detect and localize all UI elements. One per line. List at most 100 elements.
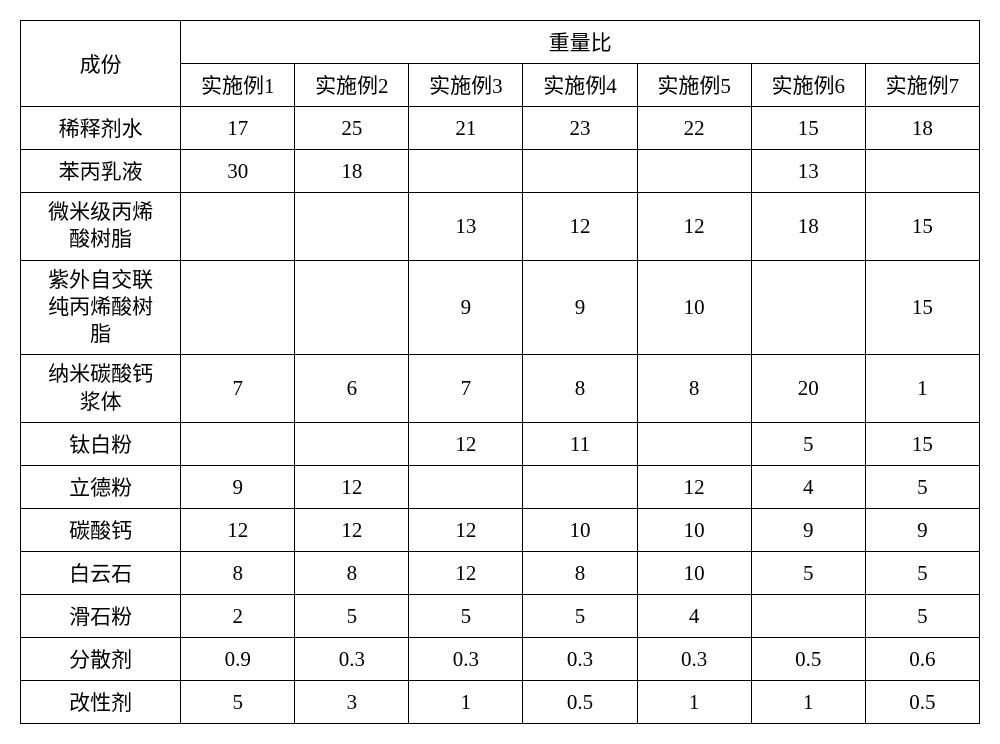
- header-component: 成份: [21, 21, 181, 107]
- cell-value: 12: [409, 423, 523, 466]
- cell-value: [181, 423, 295, 466]
- row-label: 立德粉: [21, 466, 181, 509]
- cell-value: 5: [865, 466, 979, 509]
- row-label: 钛白粉: [21, 423, 181, 466]
- table-row: 滑石粉255545: [21, 595, 980, 638]
- row-label: 微米级丙烯酸树脂: [21, 193, 181, 261]
- cell-value: 5: [523, 595, 637, 638]
- cell-value: [409, 150, 523, 193]
- cell-value: 8: [523, 552, 637, 595]
- cell-value: 12: [523, 193, 637, 261]
- cell-value: 1: [751, 681, 865, 724]
- table-row: 微米级丙烯酸树脂1312121815: [21, 193, 980, 261]
- col-header-1: 实施例1: [181, 64, 295, 107]
- cell-value: [523, 150, 637, 193]
- cell-value: 13: [751, 150, 865, 193]
- table-row: 紫外自交联纯丙烯酸树脂991015: [21, 260, 980, 355]
- cell-value: [637, 150, 751, 193]
- row-label: 紫外自交联纯丙烯酸树脂: [21, 260, 181, 355]
- cell-value: 12: [637, 466, 751, 509]
- cell-value: [295, 423, 409, 466]
- cell-value: 22: [637, 107, 751, 150]
- cell-value: 0.3: [637, 638, 751, 681]
- cell-value: 5: [295, 595, 409, 638]
- cell-value: 5: [181, 681, 295, 724]
- cell-value: 8: [295, 552, 409, 595]
- cell-value: 9: [523, 260, 637, 355]
- cell-value: 0.3: [295, 638, 409, 681]
- cell-value: 9: [865, 509, 979, 552]
- cell-value: 0.5: [523, 681, 637, 724]
- cell-value: 5: [865, 595, 979, 638]
- cell-value: 12: [295, 466, 409, 509]
- row-label: 白云石: [21, 552, 181, 595]
- table-row: 钛白粉1211515: [21, 423, 980, 466]
- table-row: 改性剂5310.5110.5: [21, 681, 980, 724]
- cell-value: [181, 260, 295, 355]
- cell-value: 20: [751, 355, 865, 423]
- cell-value: 25: [295, 107, 409, 150]
- cell-value: 6: [295, 355, 409, 423]
- cell-value: 15: [751, 107, 865, 150]
- table-body: 稀释剂水17252123221518苯丙乳液301813微米级丙烯酸树脂1312…: [21, 107, 980, 724]
- cell-value: [751, 595, 865, 638]
- cell-value: [637, 423, 751, 466]
- row-label: 分散剂: [21, 638, 181, 681]
- cell-value: [181, 193, 295, 261]
- cell-value: 21: [409, 107, 523, 150]
- cell-value: 12: [637, 193, 751, 261]
- table-row: 苯丙乳液3018 13: [21, 150, 980, 193]
- cell-value: 2: [181, 595, 295, 638]
- row-label: 碳酸钙: [21, 509, 181, 552]
- row-label: 苯丙乳液: [21, 150, 181, 193]
- header-row-1: 成份 重量比: [21, 21, 980, 64]
- cell-value: 0.5: [865, 681, 979, 724]
- cell-value: [751, 260, 865, 355]
- cell-value: 30: [181, 150, 295, 193]
- header-group: 重量比: [181, 21, 980, 64]
- cell-value: 9: [751, 509, 865, 552]
- row-label: 改性剂: [21, 681, 181, 724]
- cell-value: 5: [409, 595, 523, 638]
- cell-value: 4: [751, 466, 865, 509]
- cell-value: 0.9: [181, 638, 295, 681]
- cell-value: 10: [523, 509, 637, 552]
- cell-value: 9: [181, 466, 295, 509]
- col-header-7: 实施例7: [865, 64, 979, 107]
- table-row: 碳酸钙121212101099: [21, 509, 980, 552]
- cell-value: 18: [295, 150, 409, 193]
- cell-value: 10: [637, 509, 751, 552]
- cell-value: 18: [865, 107, 979, 150]
- cell-value: 0.3: [523, 638, 637, 681]
- cell-value: 15: [865, 423, 979, 466]
- cell-value: 15: [865, 193, 979, 261]
- cell-value: [523, 466, 637, 509]
- cell-value: 10: [637, 260, 751, 355]
- cell-value: 5: [751, 552, 865, 595]
- cell-value: 9: [409, 260, 523, 355]
- cell-value: 1: [865, 355, 979, 423]
- cell-value: 3: [295, 681, 409, 724]
- cell-value: 8: [637, 355, 751, 423]
- table-container: 成份 重量比 实施例1 实施例2 实施例3 实施例4 实施例5 实施例6 实施例…: [20, 20, 980, 724]
- cell-value: 12: [409, 552, 523, 595]
- cell-value: 10: [637, 552, 751, 595]
- cell-value: [409, 466, 523, 509]
- cell-value: 11: [523, 423, 637, 466]
- cell-value: [295, 260, 409, 355]
- cell-value: 0.6: [865, 638, 979, 681]
- col-header-5: 实施例5: [637, 64, 751, 107]
- table-row: 白云石881281055: [21, 552, 980, 595]
- data-table: 成份 重量比 实施例1 实施例2 实施例3 实施例4 实施例5 实施例6 实施例…: [20, 20, 980, 724]
- cell-value: 17: [181, 107, 295, 150]
- cell-value: 23: [523, 107, 637, 150]
- cell-value: 13: [409, 193, 523, 261]
- cell-value: 8: [181, 552, 295, 595]
- col-header-3: 实施例3: [409, 64, 523, 107]
- col-header-4: 实施例4: [523, 64, 637, 107]
- cell-value: 18: [751, 193, 865, 261]
- cell-value: 0.3: [409, 638, 523, 681]
- cell-value: 7: [181, 355, 295, 423]
- cell-value: 7: [409, 355, 523, 423]
- table-row: 分散剂0.90.30.30.30.30.50.6: [21, 638, 980, 681]
